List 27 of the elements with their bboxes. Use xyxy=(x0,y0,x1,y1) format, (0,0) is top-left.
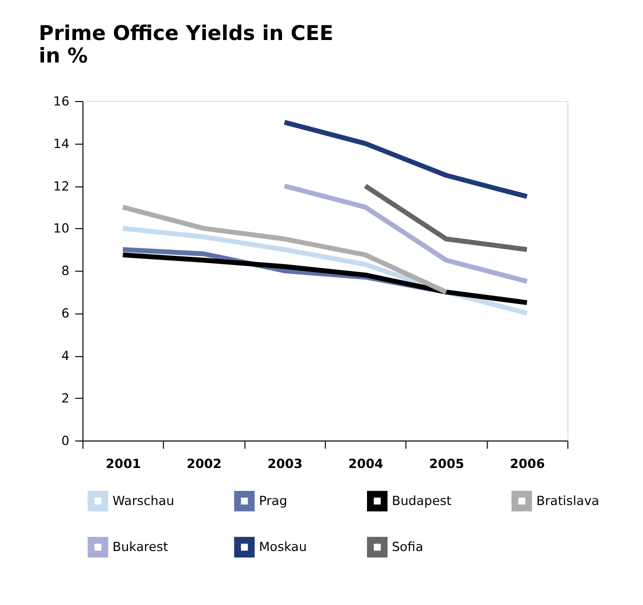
line-series xyxy=(120,204,449,294)
text: Prime Office Yields in CEE xyxy=(38,20,334,45)
text: in % xyxy=(38,43,88,68)
y-tick-label: 10 xyxy=(53,220,70,236)
x-tick-label: 2003 xyxy=(267,456,302,472)
y-tick-label: 8 xyxy=(61,263,70,278)
legend-label: Prag xyxy=(258,492,288,508)
y-tick-label: 12 xyxy=(53,178,70,194)
line-series xyxy=(282,120,530,199)
legend-label: Moskau xyxy=(258,539,307,554)
y-tick-label: 0 xyxy=(61,432,70,448)
y-tick-label: 4 xyxy=(61,348,70,364)
x-tick-label: 2001 xyxy=(106,456,141,472)
legend-label: Bukarest xyxy=(112,539,168,554)
legend-label: Sofia xyxy=(392,539,424,554)
x-tick-label: 2006 xyxy=(510,456,546,472)
line-series xyxy=(282,184,530,284)
y-tick-label: 16 xyxy=(53,93,70,108)
x-tick-label: 2002 xyxy=(186,456,222,472)
y-tick-label: 14 xyxy=(53,136,70,151)
x-tick-label: 2005 xyxy=(429,456,464,472)
y-tick-label: 2 xyxy=(61,390,70,406)
y-tick-label: 6 xyxy=(61,306,70,321)
legend-label: Warschau xyxy=(112,492,174,508)
legend-label: Bratislava xyxy=(536,492,600,508)
legend-label: Budapest xyxy=(392,492,452,508)
x-tick-label: 2004 xyxy=(348,456,384,472)
